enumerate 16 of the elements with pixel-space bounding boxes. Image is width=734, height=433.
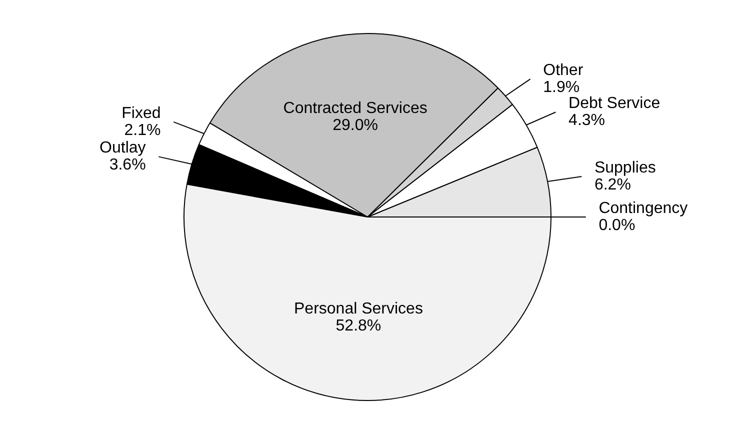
slice-label: Other (543, 62, 584, 80)
slice-label: Personal Services (294, 300, 423, 318)
legend-label: Contingency (598, 200, 688, 217)
data-label: 52.8% (336, 318, 382, 335)
data-label: 1.9% (543, 79, 580, 96)
slice-label: Supplies (594, 159, 656, 176)
slice-label: Outlay (100, 140, 146, 157)
data-label: 4.3% (568, 112, 606, 130)
slice-label: Fixed (122, 104, 161, 122)
slice-label: Contracted Services (283, 100, 428, 117)
data-label: 29.0% (332, 116, 378, 134)
data-label: 2.1% (124, 122, 161, 139)
text: 0.0% (598, 217, 636, 234)
data-label: 3.6% (109, 156, 146, 174)
data-label: 6.2% (594, 176, 631, 194)
slice-label: Debt Service (568, 95, 660, 112)
